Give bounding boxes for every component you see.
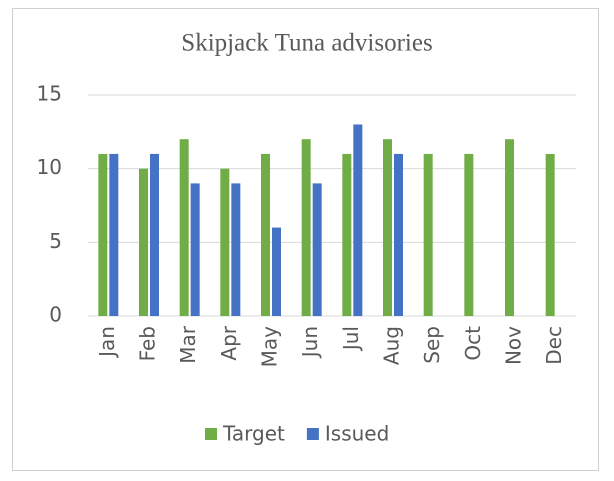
legend-swatch — [205, 428, 217, 440]
x-tick-label: May — [258, 326, 282, 368]
x-tick-label: Aug — [380, 326, 404, 365]
legend-label: Issued — [325, 422, 389, 446]
bar — [109, 153, 119, 316]
bar — [139, 168, 148, 316]
x-tick-label: Jul — [339, 326, 363, 352]
bar — [220, 168, 230, 316]
bar — [98, 153, 108, 316]
bar — [423, 153, 433, 316]
bar — [301, 139, 311, 316]
bar — [353, 124, 363, 316]
x-tick-label: Apr — [217, 325, 241, 360]
x-tick-label: Sep — [420, 326, 444, 364]
x-tick-label: Jun — [298, 326, 322, 359]
bar — [342, 153, 352, 316]
x-tick-label: Jan — [95, 326, 119, 359]
legend-label: Target — [222, 422, 285, 446]
x-tick-label: Mar — [176, 325, 200, 364]
bar — [545, 153, 555, 316]
y-tick-label: 15 — [37, 82, 62, 106]
chart-title: Skipjack Tuna advisories — [181, 30, 432, 57]
bar — [383, 139, 392, 316]
bar — [190, 183, 200, 316]
x-tick-label: Oct — [461, 326, 485, 361]
bar — [464, 153, 474, 316]
x-tick-label: Dec — [542, 326, 566, 365]
y-tick-label: 10 — [37, 155, 62, 179]
bar — [394, 153, 403, 316]
y-tick-label: 5 — [49, 229, 62, 253]
bar — [179, 139, 189, 316]
legend-swatch — [306, 428, 319, 440]
bar — [150, 153, 159, 316]
bar — [505, 139, 514, 316]
bar — [312, 183, 322, 316]
y-tick-label: 0 — [49, 303, 62, 327]
bar — [272, 227, 281, 316]
x-tick-label: Feb — [136, 326, 160, 361]
bar — [231, 183, 241, 316]
x-tick-label: Nov — [502, 326, 526, 365]
bar — [261, 153, 270, 316]
